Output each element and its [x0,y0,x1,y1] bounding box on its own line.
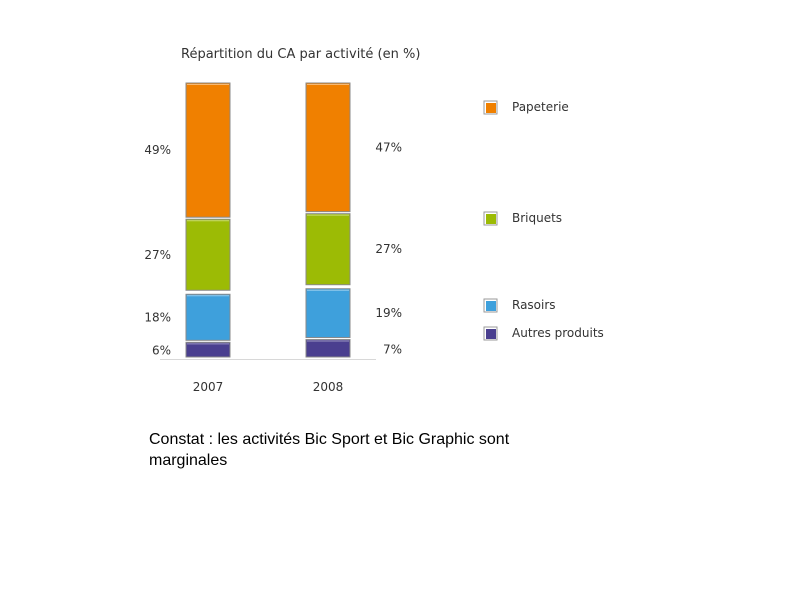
bar-autres-produits-2007 [185,341,231,358]
category-labels: 2007 2008 [193,380,344,394]
data-label-briquets-2007: 27% [144,248,171,262]
bar-rasoirs-2008 [305,288,351,339]
legend-label-rasoirs: Rasoirs [512,298,556,312]
data-label-autres-produits-2008: 7% [383,342,402,356]
data-label-autres-produits-2007: 6% [152,344,171,358]
bar-rasoirs-2007 [185,293,231,341]
data-label-rasoirs-2007: 18% [144,310,171,324]
data-label-papeterie-2008: 47% [375,140,402,154]
bar-autres-produits-2008 [305,339,351,358]
data-label-rasoirs-2008: 19% [375,306,402,320]
category-label-2007: 2007 [193,380,224,394]
legend-swatch-rasoirs [486,301,496,311]
legend-swatch-autres-produits [486,329,496,339]
bar-briquets-2007 [185,218,231,291]
chart-title: Répartition du CA par activité (en %) [181,47,420,62]
legend: Papeterie Briquets Rasoirs Autres produits [483,100,604,341]
stacked-bar-chart: Répartition du CA par activité (en %) 6%… [144,47,604,394]
data-label-briquets-2008: 27% [375,242,402,256]
bar-briquets-2008 [305,213,351,286]
legend-swatch-papeterie [486,103,496,113]
bar-papeterie-2007 [185,82,231,218]
caption-text: Constat : les activités Bic Sport et Bic… [149,431,510,469]
legend-label-autres-produits: Autres produits [512,326,604,340]
legend-label-briquets: Briquets [512,211,562,225]
bars-group: 6% 18% 27% 49% 7% 19% 27% 47% [144,82,402,360]
category-label-2008: 2008 [313,380,344,394]
legend-swatch-briquets [486,214,496,224]
bar-papeterie-2008 [305,82,351,213]
legend-label-papeterie: Papeterie [512,100,569,114]
data-label-papeterie-2007: 49% [144,143,171,157]
